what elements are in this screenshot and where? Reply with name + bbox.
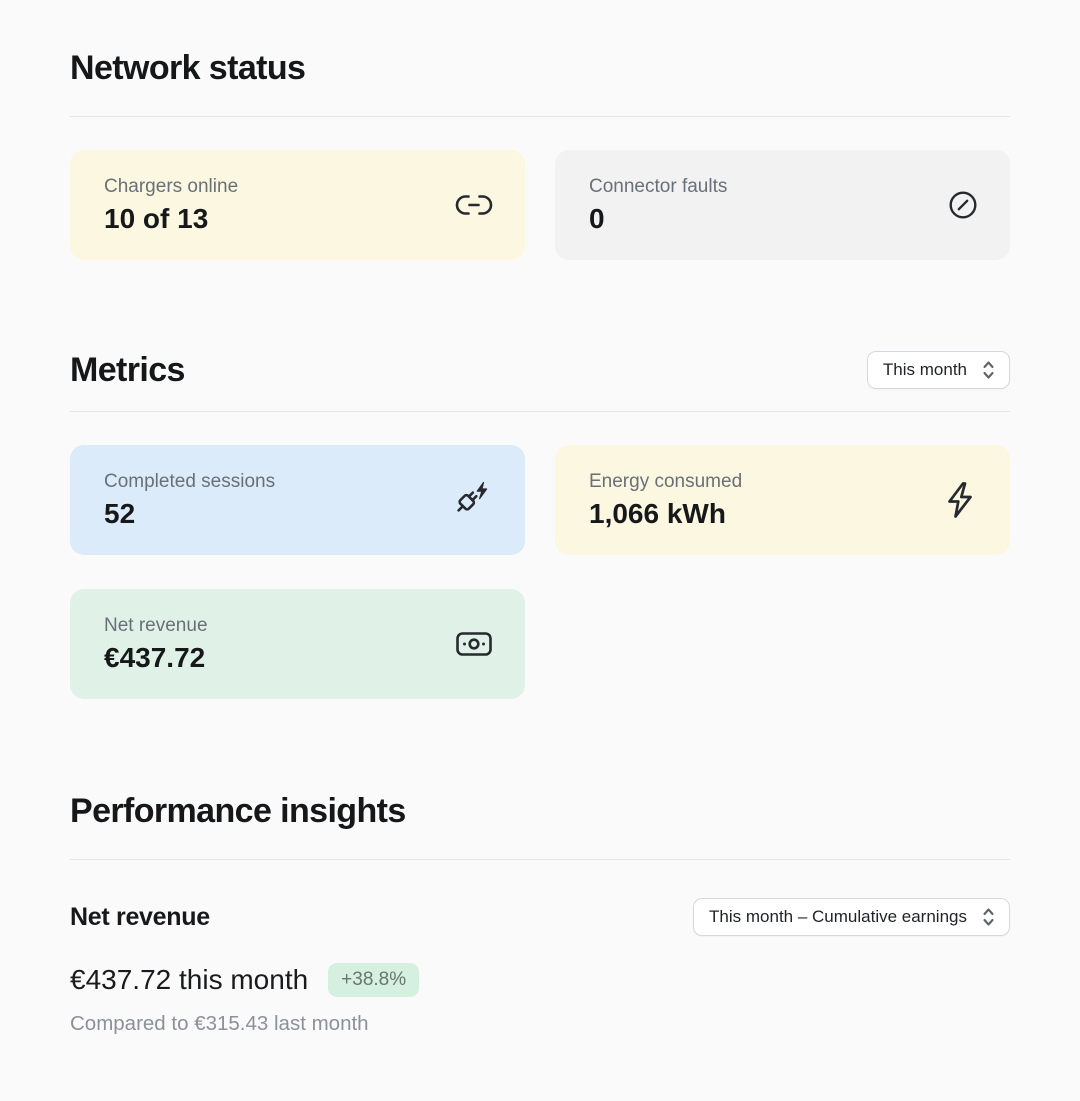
- card-text: Energy consumed 1,066 kWh: [589, 469, 742, 532]
- card-label: Energy consumed: [589, 470, 743, 492]
- chargers-online-card: Chargers online 10 of 13: [70, 150, 525, 260]
- net-revenue-header-row: Net revenue This month – Cumulative earn…: [70, 898, 1010, 936]
- current-revenue-value: €437.72 this month: [70, 964, 309, 995]
- card-text: Chargers online 10 of 13: [104, 174, 238, 237]
- change-badge: +38.8%: [328, 963, 420, 997]
- lightning-icon: [942, 480, 978, 520]
- dashboard-content: Network status Chargers online 10 of 13: [70, 0, 1010, 1037]
- network-status-title: Network status: [70, 49, 306, 87]
- card-label: Chargers online: [104, 175, 239, 197]
- section-divider: [70, 859, 1010, 860]
- net-revenue-subtitle: Net revenue: [70, 902, 210, 931]
- connector-faults-card: Connector faults 0: [555, 150, 1010, 260]
- select-value: This month: [882, 360, 967, 379]
- performance-insights-section: Performance insights Net revenue This mo…: [70, 791, 1010, 1037]
- card-value: 52: [104, 497, 136, 529]
- energy-consumed-card: Energy consumed 1,066 kWh: [555, 445, 1010, 555]
- card-value: €437.72: [104, 641, 206, 673]
- card-label: Completed sessions: [104, 470, 276, 492]
- completed-sessions-card: Completed sessions 52: [70, 445, 525, 555]
- card-label: Connector faults: [589, 175, 728, 197]
- select-value: This month – Cumulative earnings: [709, 907, 967, 926]
- metrics-title: Metrics: [70, 351, 185, 389]
- metrics-header-row: Metrics This month: [70, 350, 1010, 390]
- performance-insights-title: Performance insights: [70, 792, 406, 830]
- card-text: Net revenue €437.72: [104, 613, 208, 676]
- card-label: Net revenue: [104, 614, 208, 636]
- section-divider: [70, 116, 1010, 117]
- metrics-cards: Completed sessions 52: [70, 445, 1010, 699]
- network-status-section: Network status Chargers online 10 of 13: [70, 48, 1010, 260]
- current-revenue-row: €437.72 this month +38.8%: [70, 962, 1010, 998]
- section-divider: [70, 411, 1010, 412]
- card-value: 10 of 13: [104, 202, 209, 234]
- cash-icon: [455, 630, 493, 658]
- chevron-up-down-icon: [981, 906, 996, 928]
- comparison-text: Compared to €315.43 last month: [70, 1012, 369, 1035]
- network-status-cards: Chargers online 10 of 13 Connector fault…: [70, 150, 1010, 260]
- net-revenue-card: Net revenue €437.72: [70, 589, 525, 699]
- card-text: Connector faults 0: [589, 174, 727, 237]
- slash-circle-icon: [948, 190, 978, 220]
- card-text: Completed sessions 52: [104, 469, 275, 532]
- chevron-up-down-icon: [981, 359, 996, 381]
- link-icon: [455, 194, 493, 216]
- card-value: 1,066 kWh: [589, 497, 726, 529]
- metrics-period-select[interactable]: This month: [866, 351, 1010, 389]
- insights-period-select[interactable]: This month – Cumulative earnings: [693, 898, 1010, 936]
- metrics-section: Metrics This month Completed sessions: [70, 350, 1010, 699]
- card-value: 0: [589, 202, 605, 234]
- plug-charging-icon: [447, 477, 493, 523]
